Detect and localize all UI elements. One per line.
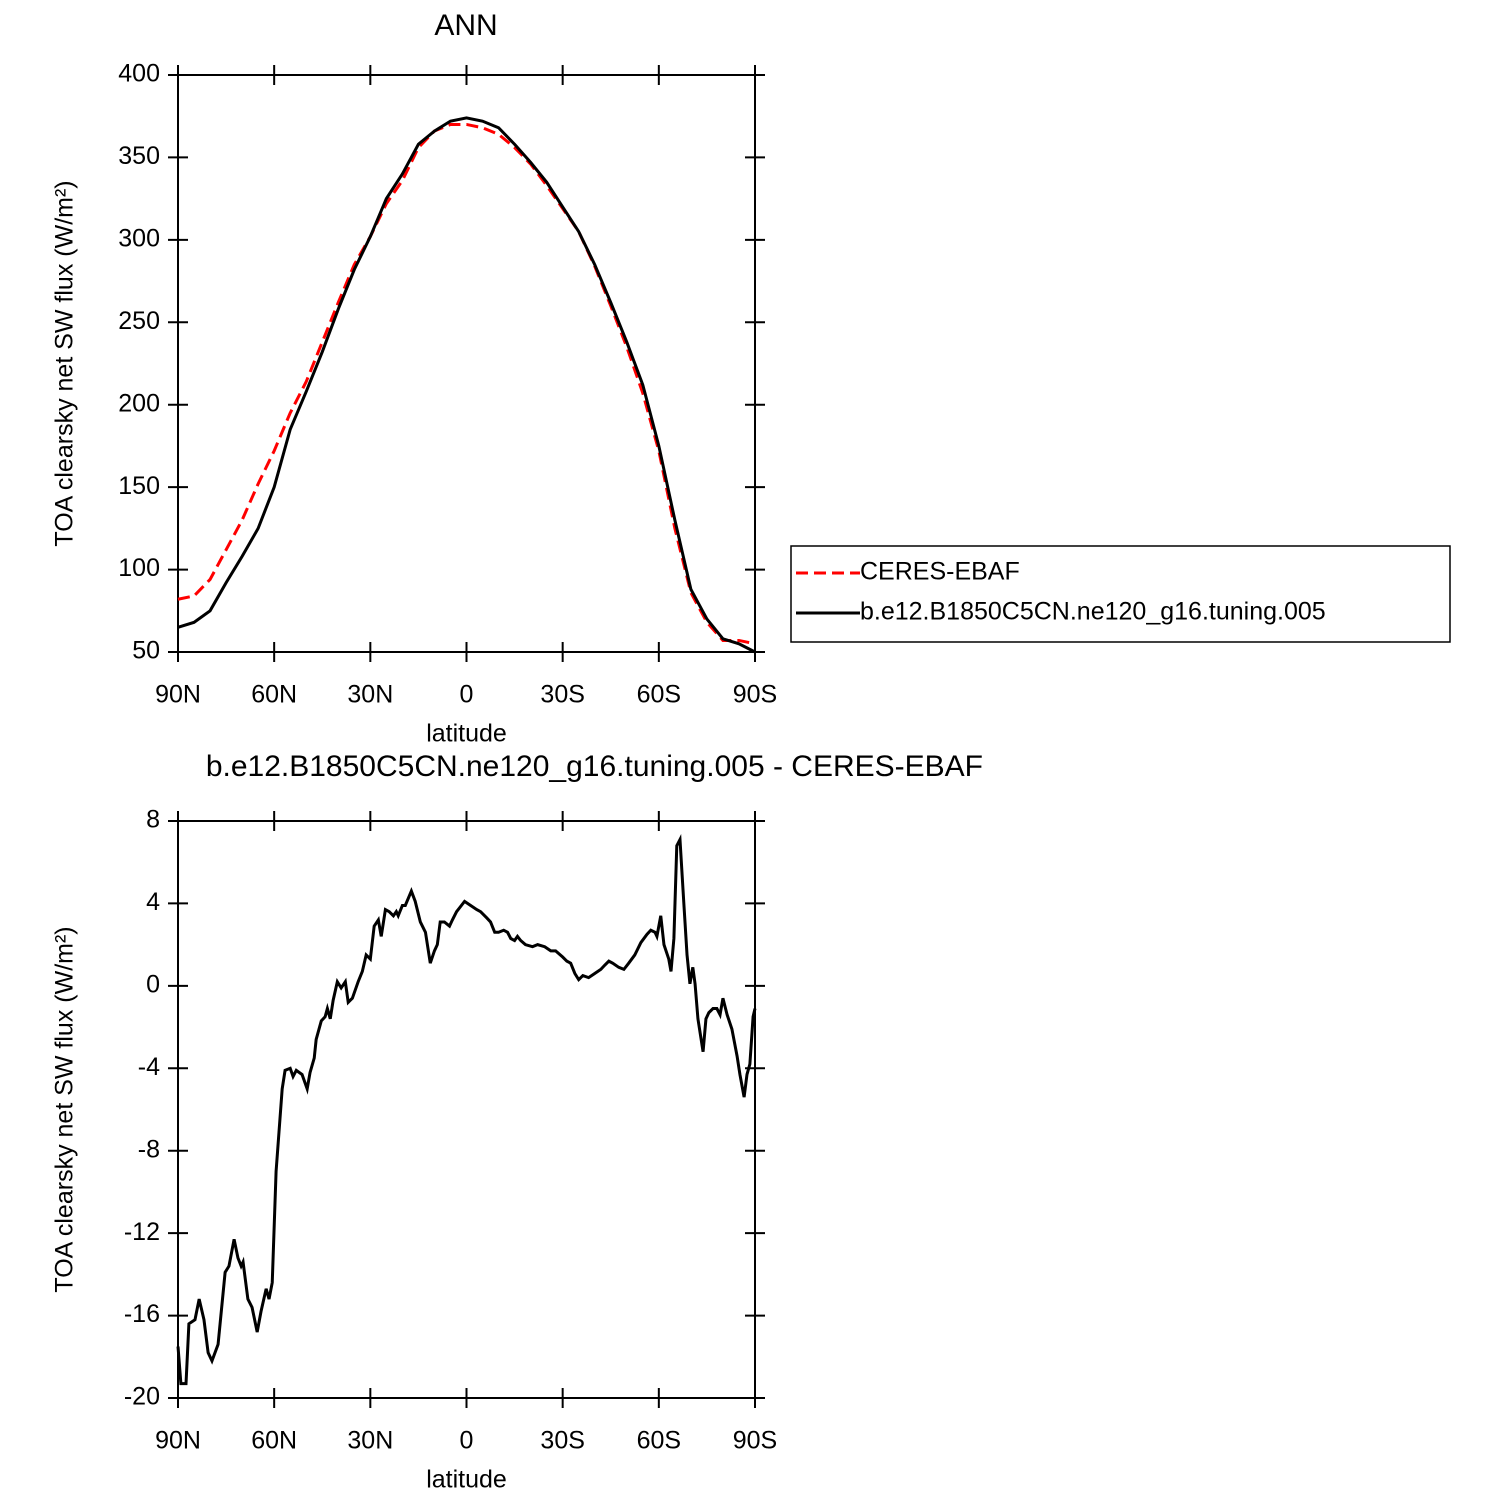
y-tick-label: 0 xyxy=(146,970,160,998)
y-tick-label: 300 xyxy=(118,224,160,252)
x-tick-label: 60N xyxy=(251,1427,297,1455)
y-tick-label: 150 xyxy=(118,472,160,500)
y-tick-label: 100 xyxy=(118,554,160,582)
x-tick-label: 90S xyxy=(733,681,777,709)
y-tick-label: -16 xyxy=(124,1300,160,1328)
y-axis-label: TOA clearsky net SW flux (W/m²) xyxy=(51,926,79,1292)
plot-frame xyxy=(177,820,756,1399)
y-tick-label: 8 xyxy=(146,806,160,834)
y-tick-label: 400 xyxy=(118,60,160,88)
y-tick-label: -4 xyxy=(138,1053,160,1081)
y-tick-label: -8 xyxy=(138,1135,160,1163)
y-tick-label: 350 xyxy=(118,142,160,170)
x-tick-label: 30N xyxy=(347,1427,393,1455)
plot-frame xyxy=(177,74,756,653)
x-axis-label: latitude xyxy=(426,1466,507,1494)
x-tick-label: 90N xyxy=(155,681,201,709)
x-tick-label: 60S xyxy=(637,681,681,709)
x-tick-label: 0 xyxy=(460,681,474,709)
x-tick-label: 90S xyxy=(733,1427,777,1455)
chart-title: ANN xyxy=(434,9,497,42)
x-tick-label: 60S xyxy=(637,1427,681,1455)
y-tick-label: -12 xyxy=(124,1218,160,1246)
legend-label: b.e12.B1850C5CN.ne120_g16.tuning.005 xyxy=(860,598,1326,626)
x-tick-label: 30N xyxy=(347,681,393,709)
y-tick-label: 50 xyxy=(132,637,160,665)
chart-title: b.e12.B1850C5CN.ne120_g16.tuning.005 - C… xyxy=(206,750,983,783)
legend-box xyxy=(790,545,1451,643)
data-line xyxy=(177,122,756,646)
data-line xyxy=(177,116,756,654)
x-tick-label: 30S xyxy=(540,681,584,709)
y-tick-label: 4 xyxy=(146,888,160,916)
data-line xyxy=(176,834,757,1386)
y-axis-label: TOA clearsky net SW flux (W/m²) xyxy=(51,180,79,546)
y-tick-label: 200 xyxy=(118,389,160,417)
y-tick-label: -20 xyxy=(124,1383,160,1411)
legend-label: CERES-EBAF xyxy=(860,558,1020,586)
x-tick-label: 60N xyxy=(251,681,297,709)
x-tick-label: 0 xyxy=(460,1427,474,1455)
x-axis-label: latitude xyxy=(426,720,507,748)
x-tick-label: 90N xyxy=(155,1427,201,1455)
y-tick-label: 250 xyxy=(118,307,160,335)
x-tick-label: 30S xyxy=(540,1427,584,1455)
